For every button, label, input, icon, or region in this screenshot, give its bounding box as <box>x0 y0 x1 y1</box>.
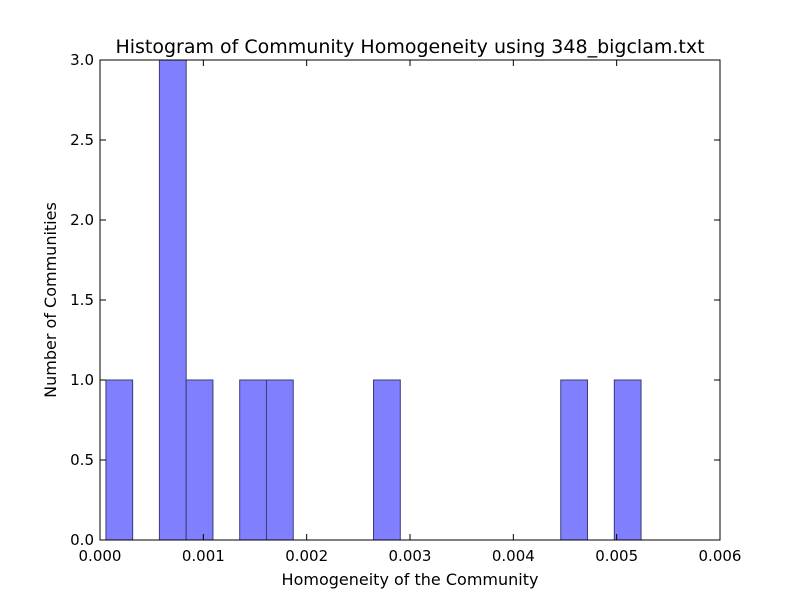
plot-frame <box>99 59 721 541</box>
y-tick-label-3: 1.5 <box>70 291 94 309</box>
histogram-bar-2 <box>185 379 214 541</box>
chart-title: Histogram of Community Homogeneity using… <box>115 36 704 58</box>
x-tick-label-6: 0.006 <box>699 547 742 565</box>
y-tick-label-2: 1.0 <box>70 371 94 389</box>
x-tick-label-3: 0.003 <box>389 547 432 565</box>
histogram-bar-1 <box>158 59 187 541</box>
y-tick-label-1: 0.5 <box>70 451 94 469</box>
x-tick-label-0: 0.000 <box>79 547 122 565</box>
x-tick-label-2: 0.002 <box>285 547 328 565</box>
histogram-bar-5 <box>373 379 401 541</box>
histogram-bar-3 <box>239 379 267 541</box>
x-axis-label: Homogeneity of the Community <box>282 570 539 589</box>
ticks-group: 0.000 0.001 0.002 0.003 0.004 0.005 0.006 0.0 0.… <box>70 51 741 565</box>
y-tick-label-0: 0.0 <box>70 531 94 549</box>
histogram-bar-7 <box>613 379 642 541</box>
histogram-bar-6 <box>560 379 589 541</box>
y-tick-label-5: 2.5 <box>70 131 94 149</box>
x-tick-label-1: 0.001 <box>182 547 225 565</box>
y-axis-label: Number of Communities <box>41 202 60 398</box>
x-tick-label-4: 0.004 <box>492 547 535 565</box>
x-tick-label-5: 0.005 <box>595 547 638 565</box>
y-tick-label-4: 2.0 <box>70 211 94 229</box>
histogram-bar-0 <box>105 379 134 541</box>
histogram-bar-4 <box>265 379 294 541</box>
y-tick-label-6: 3.0 <box>70 51 94 69</box>
